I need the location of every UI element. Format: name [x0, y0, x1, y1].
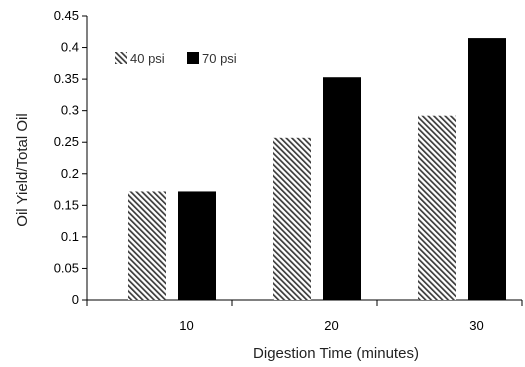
- bar-40psi-10: [128, 191, 166, 300]
- legend-label-70psi: 70 psi: [202, 51, 237, 66]
- y-tick-label: 0.25: [54, 134, 79, 149]
- y-tick-label: 0.2: [61, 166, 79, 181]
- x-axis-title: Digestion Time (minutes): [253, 345, 419, 362]
- y-axis-title: Oil Yield/Total Oil: [14, 113, 31, 226]
- bar-40psi-30: [418, 115, 456, 301]
- y-tick-label: 0.35: [54, 71, 79, 86]
- y-tick-label: 0.1: [61, 229, 79, 244]
- y-tick-label: 0.4: [61, 40, 79, 55]
- x-tick-label: 30: [469, 318, 483, 333]
- legend: 40 psi 70 psi: [115, 51, 237, 66]
- y-tick-label: 0: [72, 292, 79, 307]
- bar-70psi-30: [468, 38, 506, 300]
- legend-swatch-40psi: [115, 52, 127, 64]
- y-tick-label: 0.05: [54, 260, 79, 275]
- x-tick-label: 20: [324, 318, 338, 333]
- legend-swatch-70psi: [187, 52, 199, 64]
- x-tick-label: 10: [179, 318, 193, 333]
- plot-area: 0 0.05 0.1 0.15 0.2 0.25 0.3 0.35 0.4 0.45 10 20 30: [54, 8, 523, 333]
- bar-70psi-10: [178, 191, 216, 300]
- bar-40psi-20: [273, 137, 311, 300]
- bar-70psi-20: [323, 77, 361, 301]
- legend-label-40psi: 40 psi: [130, 51, 165, 66]
- y-tick-label: 0.3: [61, 103, 79, 118]
- y-tick-label: 0.45: [54, 8, 79, 23]
- y-tick-label: 0.15: [54, 197, 79, 212]
